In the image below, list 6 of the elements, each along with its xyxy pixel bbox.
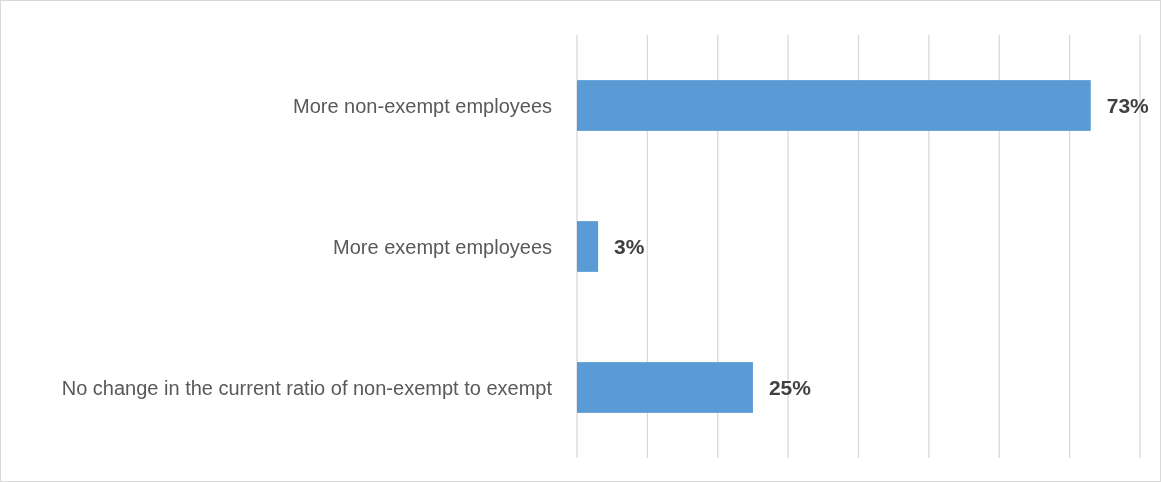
data-label: 73% [1106,93,1150,117]
data-label: 25% [768,375,812,399]
y-tick-label: More exempt employees [333,235,552,258]
data-label: 3% [614,234,645,258]
y-tick-label: More non-exempt employees [292,94,552,117]
y-tick-label: No change in the current ratio of non-exempt to exempt [61,376,553,399]
